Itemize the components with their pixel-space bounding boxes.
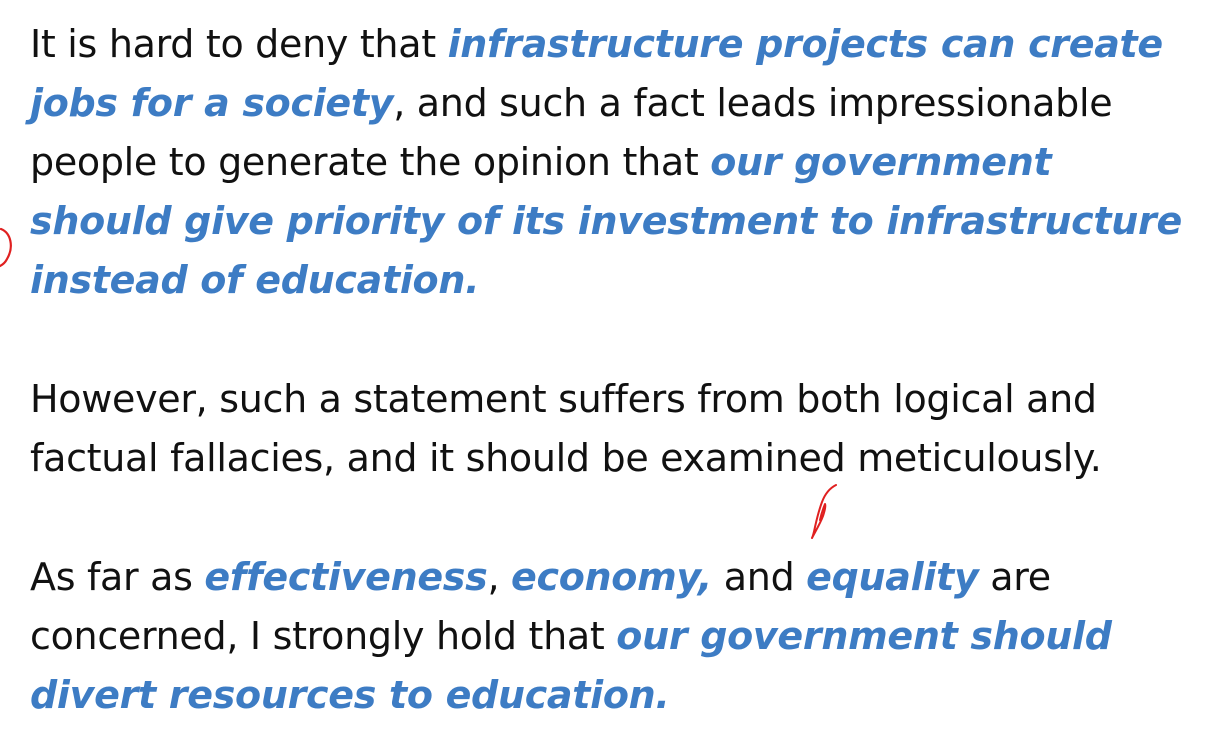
highlight-government-priority: our government should give priority of i… [30,140,1182,302]
ink-scribble-mark [811,484,837,539]
thesis-separator-1: , [487,555,511,599]
highlight-infrastructure-jobs: infrastructure projects can create jobs … [30,22,1163,125]
ink-arc-mark [0,227,12,268]
highlight-effectiveness: effectiveness [204,555,488,599]
intro-lead-text: It is hard to deny that [30,22,448,66]
thesis-lead-text: As far as [30,555,205,599]
thesis-separator-2: and [712,555,807,599]
intro-middle-text: , and such a fact leads impressionable p… [30,81,1113,184]
thesis-middle-text: are concerned, I strongly hold that [30,555,1051,658]
rebuttal-text: However, such a statement suffers from b… [30,377,1102,480]
paragraph-rebuttal: However, such a statement suffers from b… [30,370,1200,488]
highlight-economy: economy, [511,555,713,599]
highlight-equality: equality [806,555,979,599]
highlight-divert-resources: our government should divert resources t… [30,614,1112,717]
paragraph-thesis: As far as effectiveness, economy, and eq… [30,548,1200,725]
paragraph-introduction: It is hard to deny that infrastructure p… [30,15,1200,310]
